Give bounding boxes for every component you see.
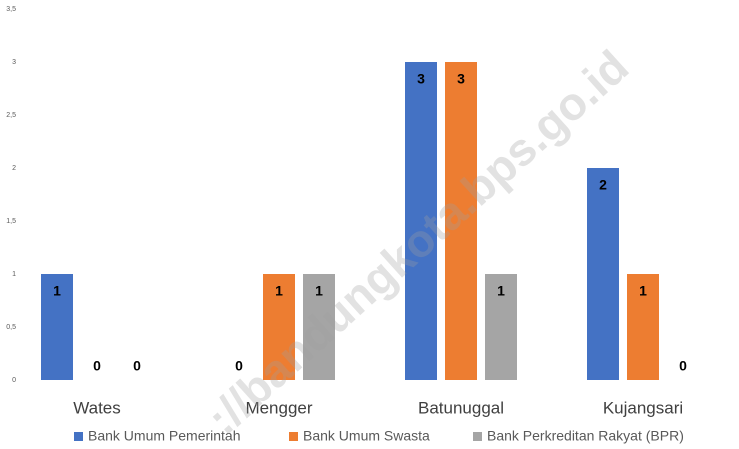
bar — [587, 168, 619, 380]
y-tick-label: 0,5 — [6, 324, 16, 331]
data-label: 1 — [639, 283, 647, 299]
bar — [41, 274, 73, 380]
x-tick-label: Batunuggal — [418, 398, 504, 417]
bar — [405, 62, 437, 380]
data-label: 0 — [133, 358, 141, 374]
legend-swatch — [289, 432, 298, 441]
y-tick-label: 2,5 — [6, 112, 16, 119]
legend-label: Bank Perkreditan Rakyat (BPR) — [487, 428, 684, 444]
legend-swatch — [473, 432, 482, 441]
data-label: 1 — [497, 283, 505, 299]
data-label: 3 — [457, 71, 465, 87]
data-label: 2 — [599, 177, 607, 193]
x-tick-label: Wates — [73, 398, 121, 417]
bar — [627, 274, 659, 380]
y-tick-label: 1,5 — [6, 218, 16, 225]
data-label: 1 — [53, 283, 61, 299]
x-tick-label: Mengger — [245, 398, 312, 417]
legend-label: Bank Umum Pemerintah — [88, 428, 241, 444]
bar — [263, 274, 295, 380]
bar — [485, 274, 517, 380]
bar — [445, 62, 477, 380]
y-tick-label: 3,5 — [6, 6, 16, 13]
y-tick-label: 2 — [12, 165, 16, 172]
data-label: 0 — [235, 358, 243, 374]
data-label: 0 — [679, 358, 687, 374]
legend-swatch — [74, 432, 83, 441]
data-label: 3 — [417, 71, 425, 87]
bar — [303, 274, 335, 380]
x-tick-label: Kujangsari — [603, 398, 683, 417]
data-label: 1 — [315, 283, 323, 299]
y-tick-label: 1 — [12, 271, 16, 278]
data-label: 1 — [275, 283, 283, 299]
y-tick-label: 3 — [12, 59, 16, 66]
data-label: 0 — [93, 358, 101, 374]
y-tick-label: 0 — [12, 377, 16, 384]
legend-label: Bank Umum Swasta — [303, 428, 430, 444]
